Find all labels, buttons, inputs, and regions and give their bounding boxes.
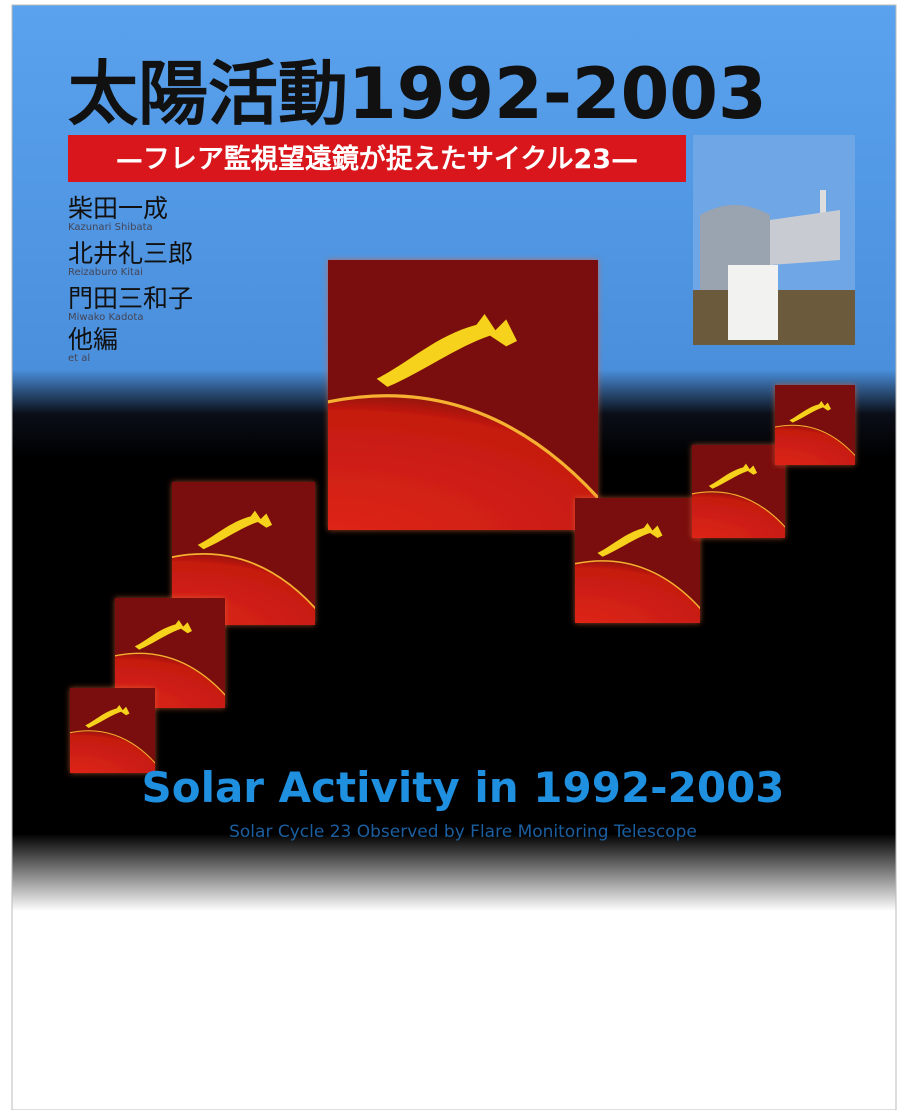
- observatory-photo: [693, 135, 855, 345]
- book-cover: 太陽活動1992-2003 —フレア監視望遠鏡が捉えたサイクル23— 柴田一成K…: [0, 0, 903, 1110]
- subtitle: —フレア監視望遠鏡が捉えたサイクル23—: [116, 143, 638, 175]
- author-romaji: Miwako Kadota: [68, 312, 143, 323]
- author-romaji: Kazunari Shibata: [68, 222, 153, 233]
- author-name: 門田三和子: [68, 284, 193, 313]
- author-romaji: et al: [68, 353, 90, 364]
- author-name: 北井礼三郎: [68, 239, 193, 268]
- solar-image: [301, 260, 625, 530]
- solar-image: [563, 498, 713, 623]
- author-name: 柴田一成: [68, 194, 168, 223]
- title: 太陽活動1992-2003: [68, 53, 767, 135]
- english-subtitle: Solar Cycle 23 Observed by Flare Monitor…: [229, 822, 697, 842]
- solar-image: [767, 385, 863, 465]
- solar-image: [62, 688, 164, 773]
- author-name: 他編: [68, 325, 118, 354]
- author-romaji: Reizaburo Kitai: [68, 267, 143, 278]
- english-title: Solar Activity in 1992-2003: [141, 763, 784, 812]
